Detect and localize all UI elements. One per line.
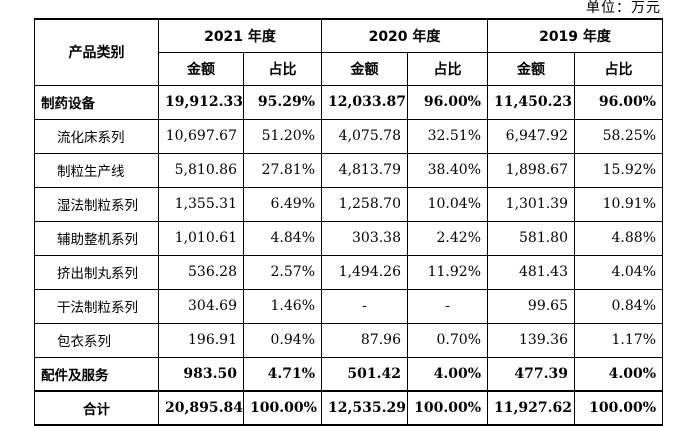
ratio-cell: 10.04% bbox=[407, 186, 488, 222]
header-category: 产品类别 bbox=[34, 18, 159, 86]
ratio-cell: 4.88% bbox=[574, 220, 663, 256]
table-row: 湿法制粒系列 1,355.31 6.49% 1,258.70 10.04% 1,301.3… bbox=[34, 186, 663, 222]
table-body: 制药设备 19,912.33 95.29% 12,033.87 96.00% 11,450… bbox=[34, 84, 663, 426]
amount-cell: 1,010.61 bbox=[158, 220, 244, 256]
ratio-cell: 0.94% bbox=[243, 322, 322, 358]
header-amount: 金额 bbox=[158, 51, 244, 86]
amount-cell: 477.39 bbox=[487, 356, 575, 392]
ratio-cell: 100.00% bbox=[574, 390, 663, 426]
amount-cell: 4,075.78 bbox=[321, 118, 408, 154]
ratio-cell: 0.84% bbox=[574, 288, 663, 324]
ratio-cell: 51.20% bbox=[243, 118, 322, 154]
amount-cell: 12,535.29 bbox=[321, 390, 408, 426]
ratio-cell: 58.25% bbox=[574, 118, 663, 154]
ratio-cell: 11.92% bbox=[407, 254, 488, 290]
amount-cell: 1,898.67 bbox=[487, 152, 575, 188]
ratio-cell: 4.84% bbox=[243, 220, 322, 256]
amount-cell: 10,697.67 bbox=[158, 118, 244, 154]
ratio-cell: 96.00% bbox=[574, 84, 663, 120]
table-row: 干法制粒系列 304.69 1.46% - -99.65 0.84% bbox=[34, 288, 663, 324]
ratio-cell: 100.00% bbox=[243, 390, 322, 426]
amount-cell: 196.91 bbox=[158, 322, 244, 358]
row-category-label: 挤出制丸系列 bbox=[34, 254, 159, 290]
amount-cell: 6,947.92 bbox=[487, 118, 575, 154]
header-ratio: 占比 bbox=[574, 51, 663, 86]
ratio-cell: 0.70% bbox=[407, 322, 488, 358]
ratio-cell: 4.00% bbox=[574, 356, 663, 392]
amount-cell: 11,927.62 bbox=[487, 390, 575, 426]
ratio-cell: 1.46% bbox=[243, 288, 322, 324]
ratio-cell: 95.29% bbox=[243, 84, 322, 120]
amount-cell: 5,810.86 bbox=[158, 152, 244, 188]
row-category-label: 制粒生产线 bbox=[34, 152, 159, 188]
amount-cell: 501.42 bbox=[321, 356, 408, 392]
amount-cell: 1,355.31 bbox=[158, 186, 244, 222]
product-revenue-table: 产品类别 2021 年度 2020 年度 2019 年度 金额 占比 金额 占比… bbox=[34, 18, 663, 426]
header-amount: 金额 bbox=[487, 51, 575, 86]
ratio-cell: 15.92% bbox=[574, 152, 663, 188]
amount-cell: 12,033.87 bbox=[321, 84, 408, 120]
amount-cell: 20,895.84 bbox=[158, 390, 244, 426]
ratio-cell: 4.71% bbox=[243, 356, 322, 392]
table-row: 制药设备 19,912.33 95.29% 12,033.87 96.00% 11,450… bbox=[34, 84, 663, 120]
ratio-cell: 27.81% bbox=[243, 152, 322, 188]
amount-cell: 19,912.33 bbox=[158, 84, 244, 120]
row-category-label: 干法制粒系列 bbox=[34, 288, 159, 324]
header-ratio: 占比 bbox=[407, 51, 488, 86]
table-row: 包衣系列 196.91 0.94% 87.96 0.70% 139.36 1.17% bbox=[34, 322, 663, 358]
header-year-2021: 2021 年度 bbox=[158, 18, 322, 53]
amount-cell: 983.50 bbox=[158, 356, 244, 392]
header-ratio: 占比 bbox=[243, 51, 322, 86]
amount-cell: 11,450.23 bbox=[487, 84, 575, 120]
ratio-cell: 4.00% bbox=[407, 356, 488, 392]
table-row: 辅助整机系列 1,010.61 4.84% 303.38 2.42% 581.80 4.88… bbox=[34, 220, 663, 256]
amount-cell: 304.69 bbox=[158, 288, 244, 324]
header-year-2020: 2020 年度 bbox=[321, 18, 488, 53]
amount-cell: 1,258.70 bbox=[321, 186, 408, 222]
row-category-label: 配件及服务 bbox=[34, 356, 159, 392]
amount-cell: 99.65 bbox=[487, 288, 575, 324]
ratio-cell: 2.42% bbox=[407, 220, 488, 256]
amount-cell: 536.28 bbox=[158, 254, 244, 290]
ratio-cell: 4.04% bbox=[574, 254, 663, 290]
row-category-label: 流化床系列 bbox=[34, 118, 159, 154]
row-category-label: 制药设备 bbox=[34, 84, 159, 120]
ratio-cell: 6.49% bbox=[243, 186, 322, 222]
row-category-label: 辅助整机系列 bbox=[34, 220, 159, 256]
ratio-cell: 100.00% bbox=[407, 390, 488, 426]
ratio-cell: 10.91% bbox=[574, 186, 663, 222]
ratio-cell: - bbox=[407, 288, 488, 324]
ratio-cell: 96.00% bbox=[407, 84, 488, 120]
amount-cell: - bbox=[321, 288, 408, 324]
amount-cell: 139.36 bbox=[487, 322, 575, 358]
amount-cell: 87.96 bbox=[321, 322, 408, 358]
amount-cell: 581.80 bbox=[487, 220, 575, 256]
row-category-label: 合计 bbox=[34, 390, 159, 426]
table-row: 制粒生产线 5,810.86 27.81% 4,813.79 38.40% 1,898.6… bbox=[34, 152, 663, 188]
unit-label: 单位：万元 bbox=[586, 0, 661, 16]
row-category-label: 湿法制粒系列 bbox=[34, 186, 159, 222]
amount-cell: 303.38 bbox=[321, 220, 408, 256]
amount-cell: 1,494.26 bbox=[321, 254, 408, 290]
header-year-2019: 2019 年度 bbox=[487, 18, 663, 53]
ratio-cell: 2.57% bbox=[243, 254, 322, 290]
amount-cell: 4,813.79 bbox=[321, 152, 408, 188]
ratio-cell: 38.40% bbox=[407, 152, 488, 188]
ratio-cell: 1.17% bbox=[574, 322, 663, 358]
table-row: 合计 20,895.84 100.00% 12,535.29 100.00% 11,927… bbox=[34, 390, 663, 426]
table-row: 配件及服务 983.50 4.71% 501.42 4.00% 477.39 4.00% bbox=[34, 356, 663, 392]
header-amount: 金额 bbox=[321, 51, 408, 86]
amount-cell: 1,301.39 bbox=[487, 186, 575, 222]
ratio-cell: 32.51% bbox=[407, 118, 488, 154]
amount-cell: 481.43 bbox=[487, 254, 575, 290]
table-row: 挤出制丸系列 536.28 2.57% 1,494.26 11.92% 481.43 4.0… bbox=[34, 254, 663, 290]
table-row: 流化床系列 10,697.67 51.20% 4,075.78 32.51% 6,947.… bbox=[34, 118, 663, 154]
row-category-label: 包衣系列 bbox=[34, 322, 159, 358]
